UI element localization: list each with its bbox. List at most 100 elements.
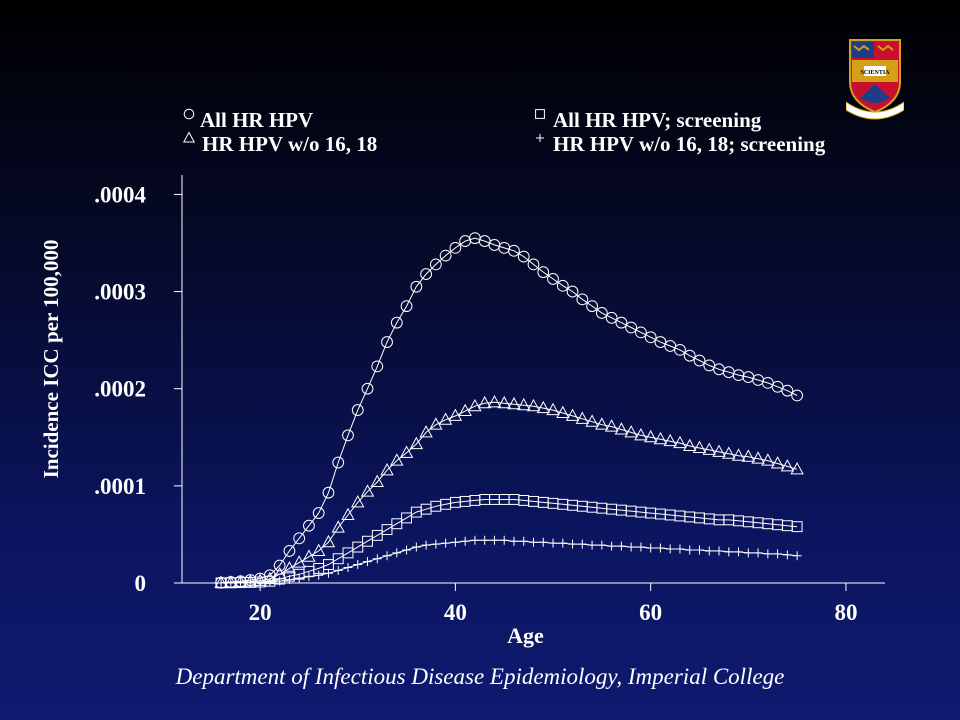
data-point bbox=[673, 435, 687, 449]
data-point bbox=[781, 384, 794, 397]
data-point bbox=[616, 541, 626, 551]
data-point bbox=[665, 544, 675, 554]
data-point bbox=[751, 451, 765, 464]
data-point bbox=[587, 540, 597, 550]
chart-series bbox=[214, 232, 804, 589]
data-point bbox=[497, 395, 511, 409]
data-point bbox=[741, 449, 755, 462]
data-point bbox=[568, 539, 578, 549]
data-point bbox=[692, 440, 707, 453]
data-point bbox=[390, 453, 404, 466]
data-point bbox=[429, 258, 442, 271]
data-point bbox=[468, 398, 482, 412]
y-tick-label: .0004 bbox=[94, 182, 146, 207]
data-point bbox=[519, 536, 529, 546]
data-point bbox=[372, 554, 382, 564]
data-point bbox=[499, 535, 509, 545]
legend-label: HR HPV w/o 16, 18 bbox=[202, 132, 377, 156]
legend-label: All HR HPV; screening bbox=[553, 108, 762, 132]
data-point bbox=[509, 536, 519, 546]
data-point bbox=[604, 419, 619, 432]
data-point bbox=[371, 529, 383, 541]
data-point bbox=[343, 562, 353, 572]
y-tick-label: .0003 bbox=[94, 280, 146, 305]
legend-marker-icon bbox=[183, 108, 195, 120]
data-point bbox=[675, 544, 685, 554]
legend-marker-icon bbox=[182, 131, 196, 143]
data-point bbox=[362, 535, 373, 547]
data-point bbox=[402, 545, 412, 555]
data-point bbox=[761, 453, 775, 466]
data-point bbox=[643, 429, 658, 443]
data-point bbox=[614, 422, 629, 435]
series-4 bbox=[216, 535, 802, 588]
data-point bbox=[410, 280, 423, 293]
y-axis-label: Incidence ICC per 100,000 bbox=[39, 240, 63, 479]
data-point bbox=[635, 326, 647, 339]
data-point bbox=[321, 534, 336, 548]
series-1 bbox=[215, 232, 804, 589]
data-point bbox=[420, 268, 432, 280]
legend-marker-icon bbox=[535, 109, 545, 119]
data-point bbox=[653, 431, 668, 445]
chart-axes: 0 .0001 .0002 .0003 .0004 20 40 60 80 Age Incidenc… bbox=[39, 175, 885, 648]
data-point bbox=[477, 395, 492, 409]
data-point bbox=[508, 244, 520, 257]
data-point bbox=[575, 411, 590, 424]
data-point bbox=[556, 279, 569, 292]
data-point bbox=[683, 438, 697, 452]
data-point bbox=[448, 408, 463, 421]
data-point bbox=[351, 404, 364, 416]
data-point bbox=[646, 543, 656, 553]
data-point bbox=[585, 414, 599, 427]
data-point bbox=[380, 462, 394, 476]
data-point bbox=[702, 442, 716, 455]
data-point bbox=[693, 354, 706, 367]
data-point bbox=[615, 316, 628, 329]
data-point bbox=[470, 535, 480, 545]
data-point bbox=[429, 417, 443, 430]
data-point bbox=[216, 578, 226, 588]
data-point bbox=[331, 520, 345, 533]
data-point bbox=[548, 538, 558, 548]
data-point bbox=[439, 249, 452, 262]
data-point bbox=[734, 547, 744, 557]
data-point bbox=[342, 547, 354, 559]
legend-item: HR HPV w/o 16, 18 bbox=[182, 131, 377, 156]
data-point bbox=[392, 548, 402, 558]
data-point bbox=[714, 546, 724, 556]
data-point bbox=[399, 445, 414, 458]
y-tick-label: .0001 bbox=[94, 474, 146, 499]
data-point bbox=[390, 316, 403, 329]
legend-item: All HR HPV bbox=[183, 108, 313, 132]
data-point bbox=[411, 542, 421, 552]
data-point bbox=[770, 456, 785, 469]
data-point bbox=[360, 484, 375, 497]
data-point bbox=[421, 540, 431, 550]
data-point bbox=[460, 536, 470, 546]
data-point bbox=[731, 448, 746, 461]
data-point bbox=[341, 507, 355, 520]
data-point bbox=[576, 293, 589, 306]
data-point bbox=[284, 575, 294, 585]
data-point bbox=[489, 535, 499, 545]
data-point bbox=[753, 548, 763, 558]
data-point bbox=[332, 553, 344, 565]
data-point bbox=[401, 512, 413, 524]
legend-item: HR HPV w/o 16, 18; screening bbox=[536, 132, 826, 156]
data-point bbox=[527, 258, 540, 271]
data-point bbox=[431, 539, 441, 549]
data-point bbox=[536, 400, 550, 414]
data-point bbox=[685, 545, 695, 555]
x-tick-label: 60 bbox=[639, 600, 662, 625]
data-point bbox=[323, 568, 333, 578]
data-point bbox=[449, 241, 462, 254]
data-point bbox=[304, 572, 314, 582]
data-point bbox=[353, 560, 363, 570]
series-line bbox=[221, 401, 798, 584]
data-point bbox=[391, 518, 403, 530]
data-point bbox=[683, 349, 696, 362]
data-point bbox=[352, 541, 364, 553]
